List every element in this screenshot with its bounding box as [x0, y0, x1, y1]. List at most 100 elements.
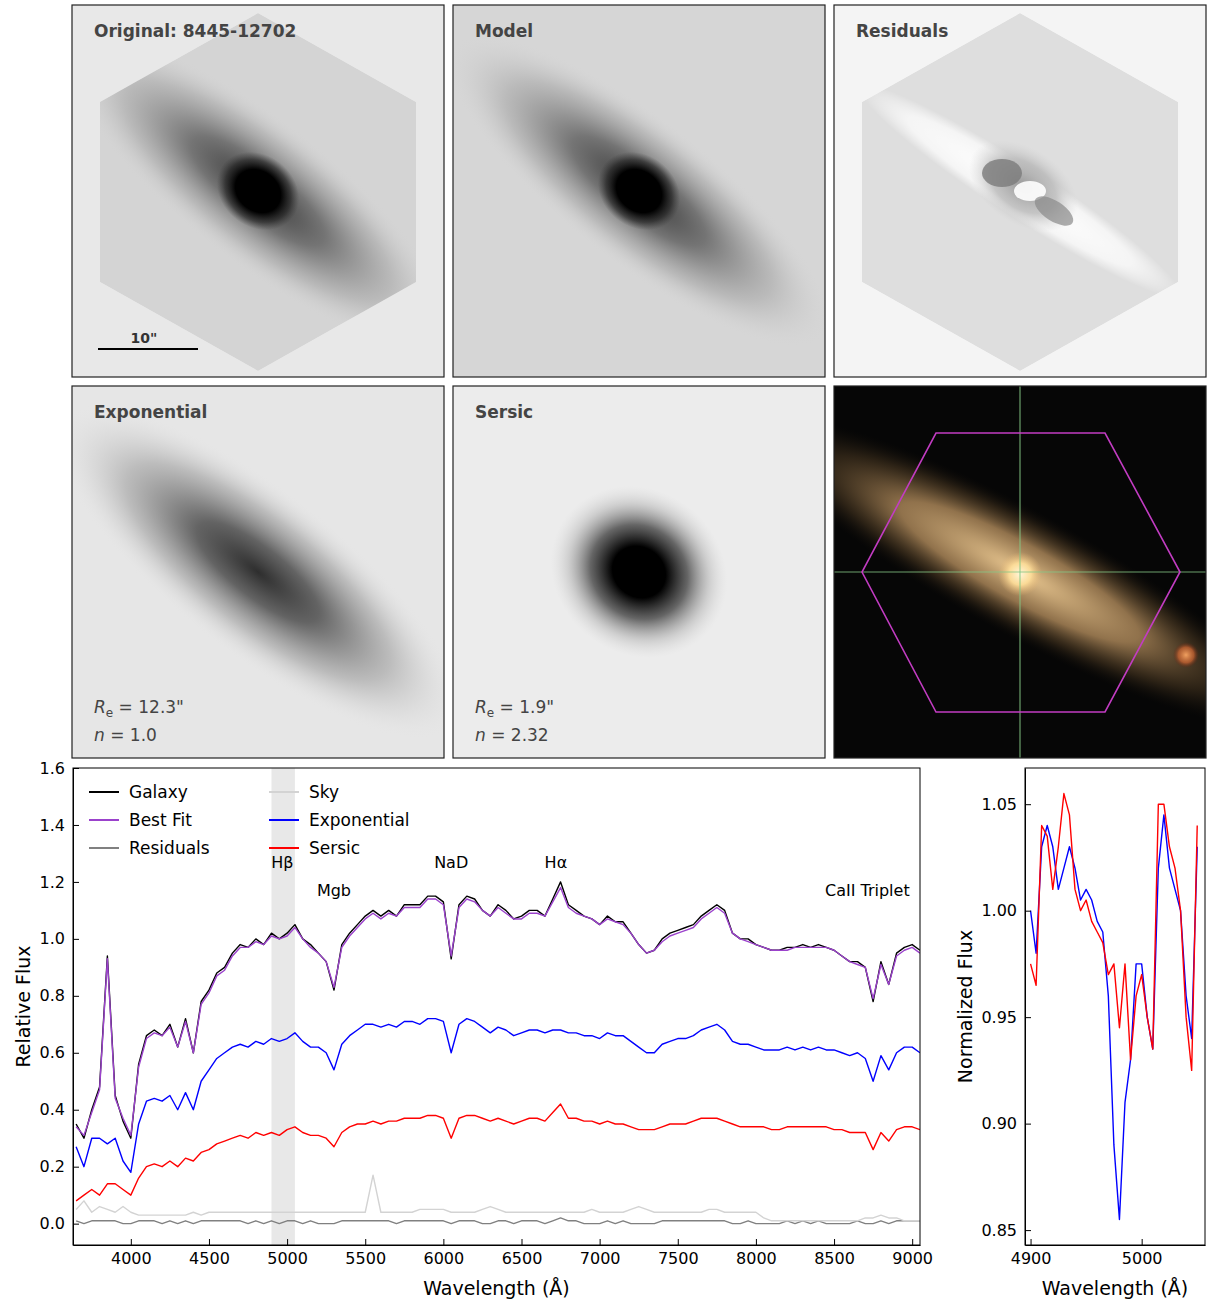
- y-tick: 0.4: [40, 1100, 79, 1119]
- y-axis-title: Relative Flux: [12, 945, 34, 1067]
- line-label: Mgb: [317, 881, 351, 900]
- tick-mark: [522, 1239, 523, 1245]
- y-axis: 0.0 0.2 0.4 0.6 0.8 1.0 1.2 1.4 1.6: [40, 759, 79, 1246]
- tick-mark: [1025, 804, 1031, 805]
- legend-item: Residuals: [89, 838, 210, 858]
- legend-swatch: [89, 819, 119, 821]
- legend-item: Exponential: [269, 810, 410, 830]
- panel-frame: [72, 5, 444, 377]
- legend-swatch: [269, 819, 299, 821]
- scale-bar-label: 10": [131, 330, 158, 346]
- fit-parameter: n = 1.0: [94, 725, 157, 745]
- image-panel: SersicRe = 1.9"n = 2.32: [453, 386, 825, 758]
- legend-label: Sersic: [309, 838, 360, 858]
- x-tick: 5000: [267, 1239, 308, 1268]
- crosshair: [1019, 386, 1020, 758]
- panel-frame: [834, 386, 1206, 758]
- tick-mark: [73, 939, 79, 940]
- galaxy-bulge: [201, 136, 315, 247]
- tick-label: 0.2: [40, 1157, 65, 1176]
- image-panel: [728, 372, 1214, 771]
- galaxy-bulge: [582, 136, 696, 247]
- spectrum-line: [76, 888, 920, 1136]
- tick-label: 4500: [189, 1249, 230, 1268]
- tick-mark: [1025, 911, 1031, 912]
- spectrum-line: [1031, 794, 1198, 1071]
- y-axis-title: Normalized Flux: [954, 930, 976, 1083]
- figure: Original: 8445-1270210"ModelResidualsExp…: [0, 0, 1214, 1306]
- y-tick: 0.8: [40, 986, 79, 1005]
- plot-area: [76, 768, 920, 1245]
- x-tick: 5000: [1122, 1239, 1163, 1268]
- residual-blob: [982, 159, 1022, 187]
- tick-label: 1.4: [40, 816, 65, 835]
- tick-label: 0.8: [40, 986, 65, 1005]
- tick-mark: [73, 1224, 79, 1225]
- axis-line: [73, 769, 74, 1246]
- legend-item: Sky: [269, 782, 339, 802]
- spectrum-line: [76, 1019, 920, 1173]
- tick-mark: [73, 768, 79, 769]
- tick-mark: [1025, 1230, 1031, 1231]
- legend-label: Galaxy: [129, 782, 188, 802]
- tick-label: 8000: [736, 1249, 777, 1268]
- x-tick: 4900: [1011, 1239, 1052, 1268]
- panel-image: [834, 5, 1206, 377]
- panel-image: [834, 386, 1206, 758]
- y-tick: 1.4: [40, 816, 79, 835]
- spectrum-line: [1031, 815, 1198, 1220]
- x-axis-title: Wavelength (Å): [1042, 1277, 1189, 1299]
- tick-label: 1.6: [40, 759, 65, 778]
- panel-frame: [72, 386, 444, 758]
- legend-label: Best Fit: [129, 810, 192, 830]
- galaxy-disk: [72, 5, 444, 377]
- legend-label: Sky: [309, 782, 339, 802]
- tick-label: 7500: [658, 1249, 699, 1268]
- plot-frame: [73, 768, 920, 1245]
- y-tick: 0.95: [981, 1008, 1031, 1027]
- panel-frame: [453, 386, 825, 758]
- axis-line: [1026, 1245, 1206, 1246]
- tick-mark: [443, 1239, 444, 1245]
- data-footprint: [862, 13, 1178, 371]
- tick-label: 0.0: [40, 1214, 65, 1233]
- plot-area: [1031, 794, 1198, 1220]
- panel-title: Original: 8445-12702: [94, 21, 296, 41]
- tick-label: 4900: [1011, 1249, 1052, 1268]
- x-axis-title: Wavelength (Å): [423, 1277, 570, 1299]
- panel-image: [72, 386, 444, 758]
- panel-frame: [834, 5, 1206, 377]
- tick-label: 0.6: [40, 1043, 65, 1062]
- tick-label: 5000: [267, 1249, 308, 1268]
- tick-mark: [73, 1167, 79, 1168]
- tick-label: 1.00: [981, 901, 1017, 920]
- tick-label: 0.85: [981, 1221, 1017, 1240]
- image-panel: Residuals: [834, 5, 1206, 377]
- image-panel: ExponentialRe = 12.3"n = 1.0: [11, 353, 506, 790]
- neighbor-object: [1173, 642, 1199, 668]
- y-tick: 1.6: [40, 759, 79, 778]
- panel-ground: [834, 5, 1206, 377]
- x-tick: 4500: [189, 1239, 230, 1268]
- fit-parameter: n = 2.32: [475, 725, 549, 745]
- tick-mark: [912, 1239, 913, 1245]
- tick-mark: [1142, 1239, 1143, 1245]
- tick-mark: [73, 825, 79, 826]
- x-tick: 5500: [345, 1239, 386, 1268]
- tick-mark: [1025, 1124, 1031, 1125]
- y-tick: 1.0: [40, 929, 79, 948]
- scale-bar: [98, 348, 198, 350]
- legend-swatch: [89, 847, 119, 849]
- tick-label: 6500: [502, 1249, 543, 1268]
- panel-ground: [72, 5, 444, 377]
- tick-mark: [73, 1053, 79, 1054]
- x-tick: 9000: [892, 1239, 933, 1268]
- spectrum-line: [76, 1175, 920, 1221]
- y-tick: 1.2: [40, 873, 79, 892]
- galaxy-color: [834, 386, 1206, 758]
- x-tick: 7000: [580, 1239, 621, 1268]
- tick-label: 1.0: [40, 929, 65, 948]
- tick-label: 0.4: [40, 1100, 65, 1119]
- y-tick: 1.00: [981, 901, 1031, 920]
- tick-label: 9000: [892, 1249, 933, 1268]
